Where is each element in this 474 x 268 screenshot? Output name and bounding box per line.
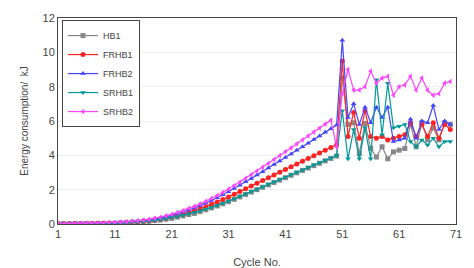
svg-text:61: 61: [393, 228, 405, 240]
svg-text:FRHB2: FRHB2: [103, 69, 133, 79]
svg-text:2: 2: [49, 184, 55, 196]
svg-text:6: 6: [49, 115, 55, 127]
svg-text:71: 71: [450, 228, 462, 240]
svg-text:Cycle No.: Cycle No.: [233, 256, 281, 268]
svg-text:4: 4: [49, 149, 55, 161]
svg-text:8: 8: [49, 81, 55, 93]
svg-text:HB1: HB1: [103, 31, 121, 41]
svg-text:41: 41: [279, 228, 291, 240]
svg-text:Energy consumption/ kJ: Energy consumption/ kJ: [19, 66, 30, 176]
svg-text:FRHB1: FRHB1: [103, 50, 133, 60]
svg-text:SRHB2: SRHB2: [103, 107, 133, 117]
svg-text:SRHB1: SRHB1: [103, 88, 133, 98]
svg-text:10: 10: [43, 46, 55, 58]
svg-text:12: 12: [43, 12, 55, 24]
svg-text:51: 51: [336, 228, 348, 240]
svg-text:11: 11: [109, 228, 120, 240]
svg-text:31: 31: [222, 228, 234, 240]
svg-text:21: 21: [166, 228, 178, 240]
svg-text:0: 0: [49, 218, 55, 230]
svg-text:1: 1: [55, 228, 61, 240]
